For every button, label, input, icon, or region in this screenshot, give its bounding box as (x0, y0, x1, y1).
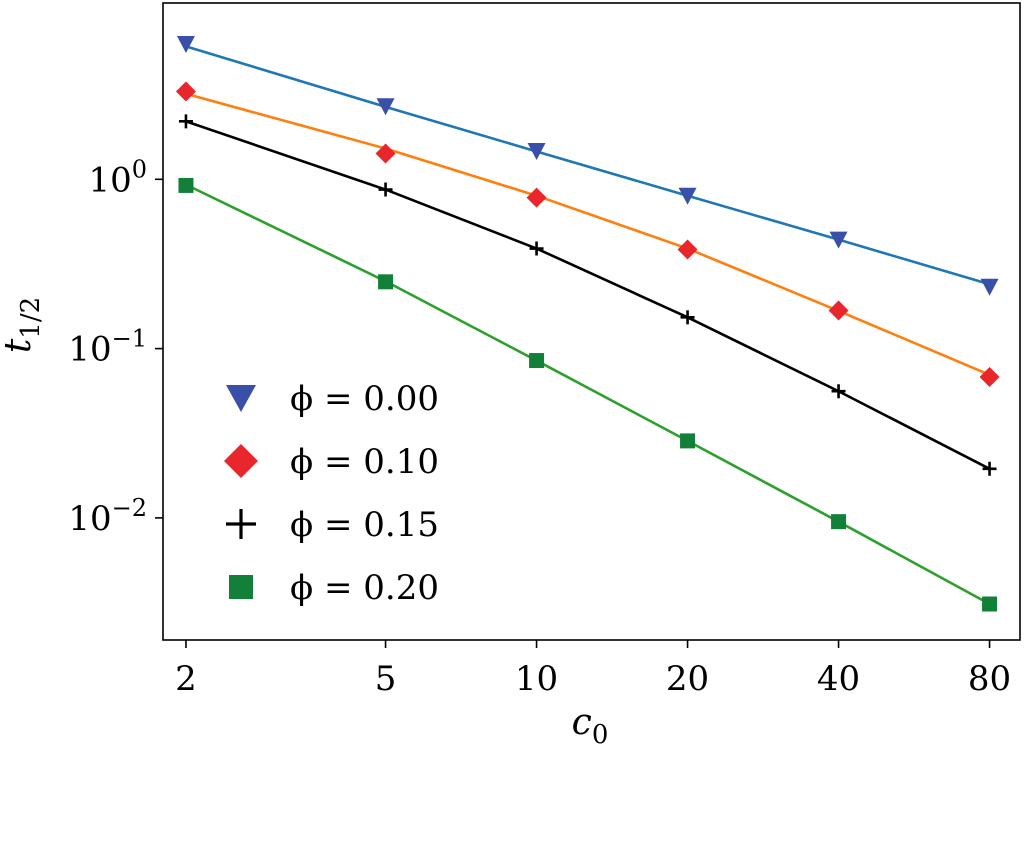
data-point-1-1 (375, 143, 396, 164)
legend-marker-2 (226, 509, 256, 539)
y-axis-label: t1/2 (0, 297, 46, 353)
y-tick-label: 10−1 (68, 325, 147, 370)
x-tick-label: 20 (666, 659, 709, 699)
y-tick-label: 100 (88, 155, 147, 200)
legend-marker-1 (224, 444, 258, 478)
series-line-2 (185, 120, 991, 470)
data-point-0-5 (980, 278, 999, 296)
data-point-3-3 (680, 433, 696, 449)
data-point-2-0 (178, 114, 193, 129)
data-point-3-4 (831, 514, 847, 530)
x-tick-label: 5 (375, 659, 397, 699)
data-point-0-0 (176, 35, 195, 53)
data-point-0-3 (678, 187, 697, 205)
x-tick-label: 10 (515, 659, 558, 699)
series-line-1 (185, 92, 991, 377)
x-tick-label: 40 (817, 659, 860, 699)
y-axis-ticks: 100 10−1 10−2 (68, 155, 163, 539)
data-point-1-2 (526, 187, 547, 208)
legend-marker-0 (226, 385, 256, 412)
data-point-1-0 (175, 81, 196, 102)
data-point-3-5 (982, 596, 998, 612)
x-axis-label: c0 (572, 702, 609, 750)
data-point-2-2 (529, 241, 544, 256)
x-axis-ticks: 2 5 10 20 40 80 (175, 640, 1011, 699)
legend-marker-3 (229, 575, 253, 599)
data-point-2-4 (831, 384, 846, 399)
series-line-3 (185, 183, 991, 606)
data-point-0-1 (376, 98, 395, 116)
data-point-3-2 (529, 353, 545, 369)
data-point-0-2 (527, 142, 546, 160)
data-point-2-5 (982, 461, 997, 476)
data-point-0-4 (829, 231, 848, 249)
legend-label-0: ϕ = 0.00 (290, 379, 439, 419)
data-point-1-5 (979, 366, 1000, 387)
legend: ϕ = 0.00 ϕ = 0.10 ϕ = 0.15 ϕ = 0.20 (224, 379, 439, 608)
x-tick-label: 80 (968, 659, 1011, 699)
series-line-0 (185, 45, 990, 286)
series-lines (185, 45, 991, 606)
data-point-2-1 (378, 182, 393, 197)
legend-label-2: ϕ = 0.15 (290, 505, 439, 545)
series-markers (175, 35, 1000, 612)
data-point-1-4 (828, 300, 849, 321)
data-point-2-3 (680, 310, 695, 325)
data-point-1-3 (677, 239, 698, 260)
data-point-3-0 (178, 177, 194, 193)
plot-frame (162, 2, 1021, 641)
legend-label-3: ϕ = 0.20 (290, 568, 439, 608)
data-point-3-1 (378, 274, 394, 290)
y-tick-label: 10−2 (68, 494, 147, 539)
legend-label-1: ϕ = 0.10 (290, 442, 439, 482)
x-tick-label: 2 (175, 659, 197, 699)
